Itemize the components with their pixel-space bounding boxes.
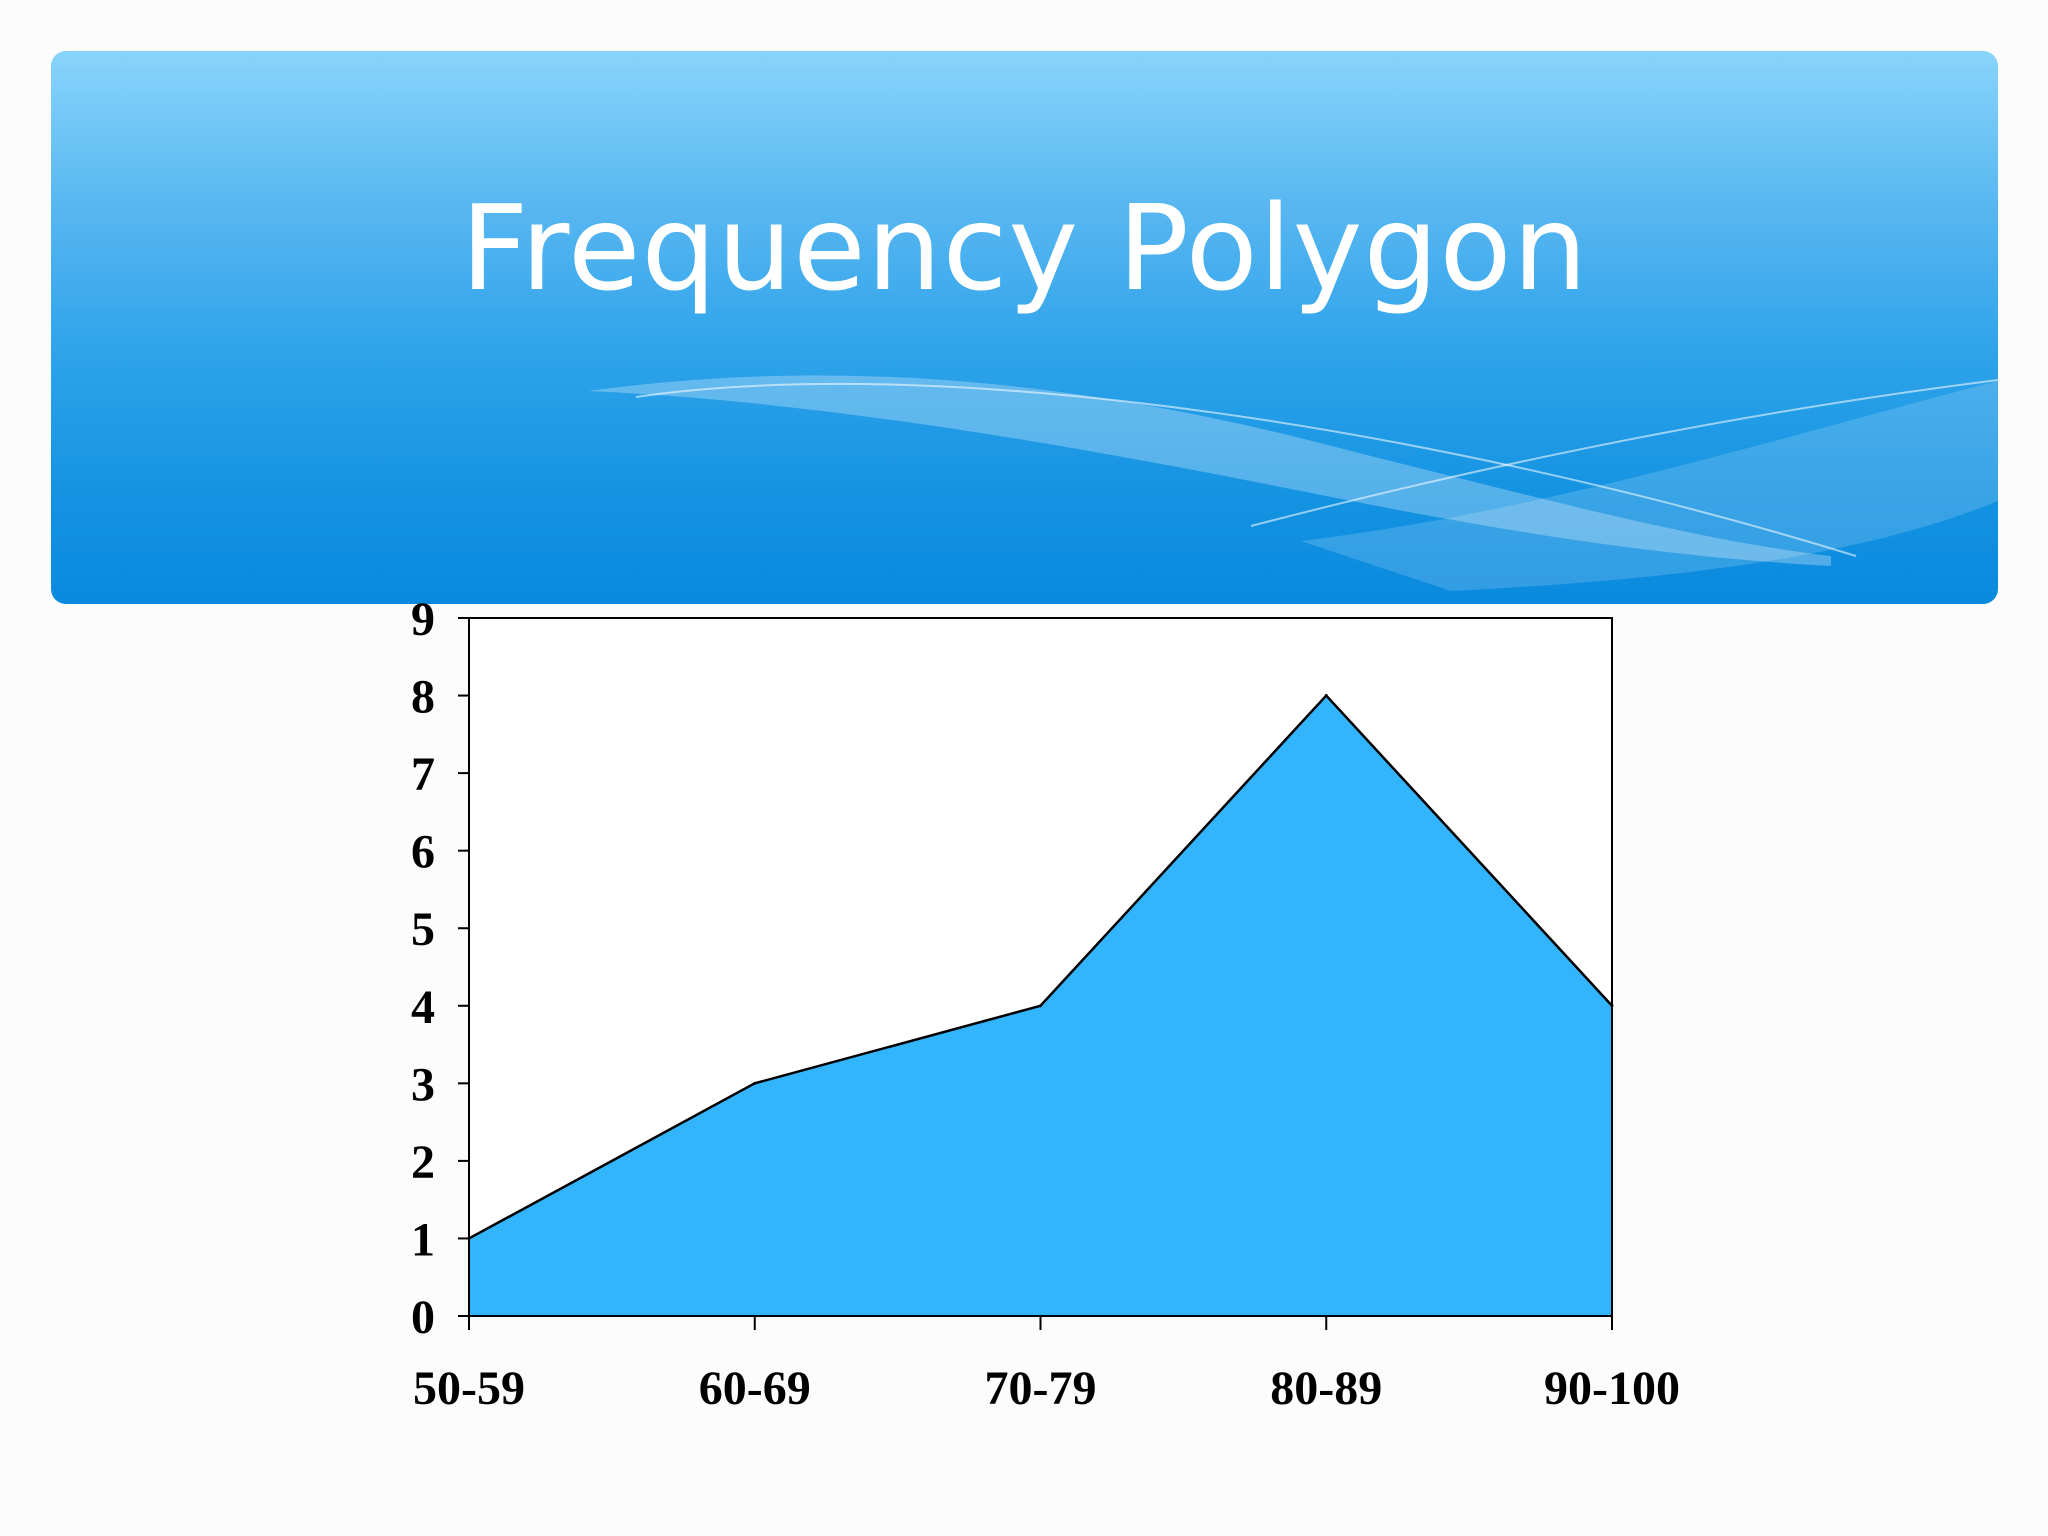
- y-tick-label-3: 3: [411, 1058, 435, 1111]
- y-tick-label-8: 8: [411, 671, 435, 724]
- title-banner: Frequency Polygon: [51, 51, 1998, 604]
- y-tick-label-4: 4: [411, 981, 435, 1034]
- x-tick-label-60-69: 60-69: [699, 1362, 811, 1415]
- x-tick-label-70-79: 70-79: [985, 1362, 1097, 1415]
- data-point-60-69: [753, 1081, 757, 1085]
- y-tick-label-7: 7: [411, 748, 435, 801]
- x-tick-label-90-100: 90-100: [1544, 1362, 1680, 1415]
- y-tick-label-1: 1: [411, 1213, 435, 1266]
- x-tick-label-80-89: 80-89: [1270, 1362, 1382, 1415]
- y-tick-label-6: 6: [411, 826, 435, 879]
- x-tick-label-50-59: 50-59: [413, 1362, 525, 1415]
- slide-title: Frequency Polygon: [460, 179, 1589, 317]
- y-tick-label-9: 9: [411, 593, 435, 646]
- data-point-80-89: [1324, 694, 1328, 698]
- y-tick-label-0: 0: [411, 1291, 435, 1344]
- data-point-70-79: [1039, 1004, 1042, 1008]
- decorative-waves: [588, 375, 1998, 591]
- y-tick-label-5: 5: [411, 903, 435, 956]
- y-tick-label-2: 2: [411, 1136, 435, 1189]
